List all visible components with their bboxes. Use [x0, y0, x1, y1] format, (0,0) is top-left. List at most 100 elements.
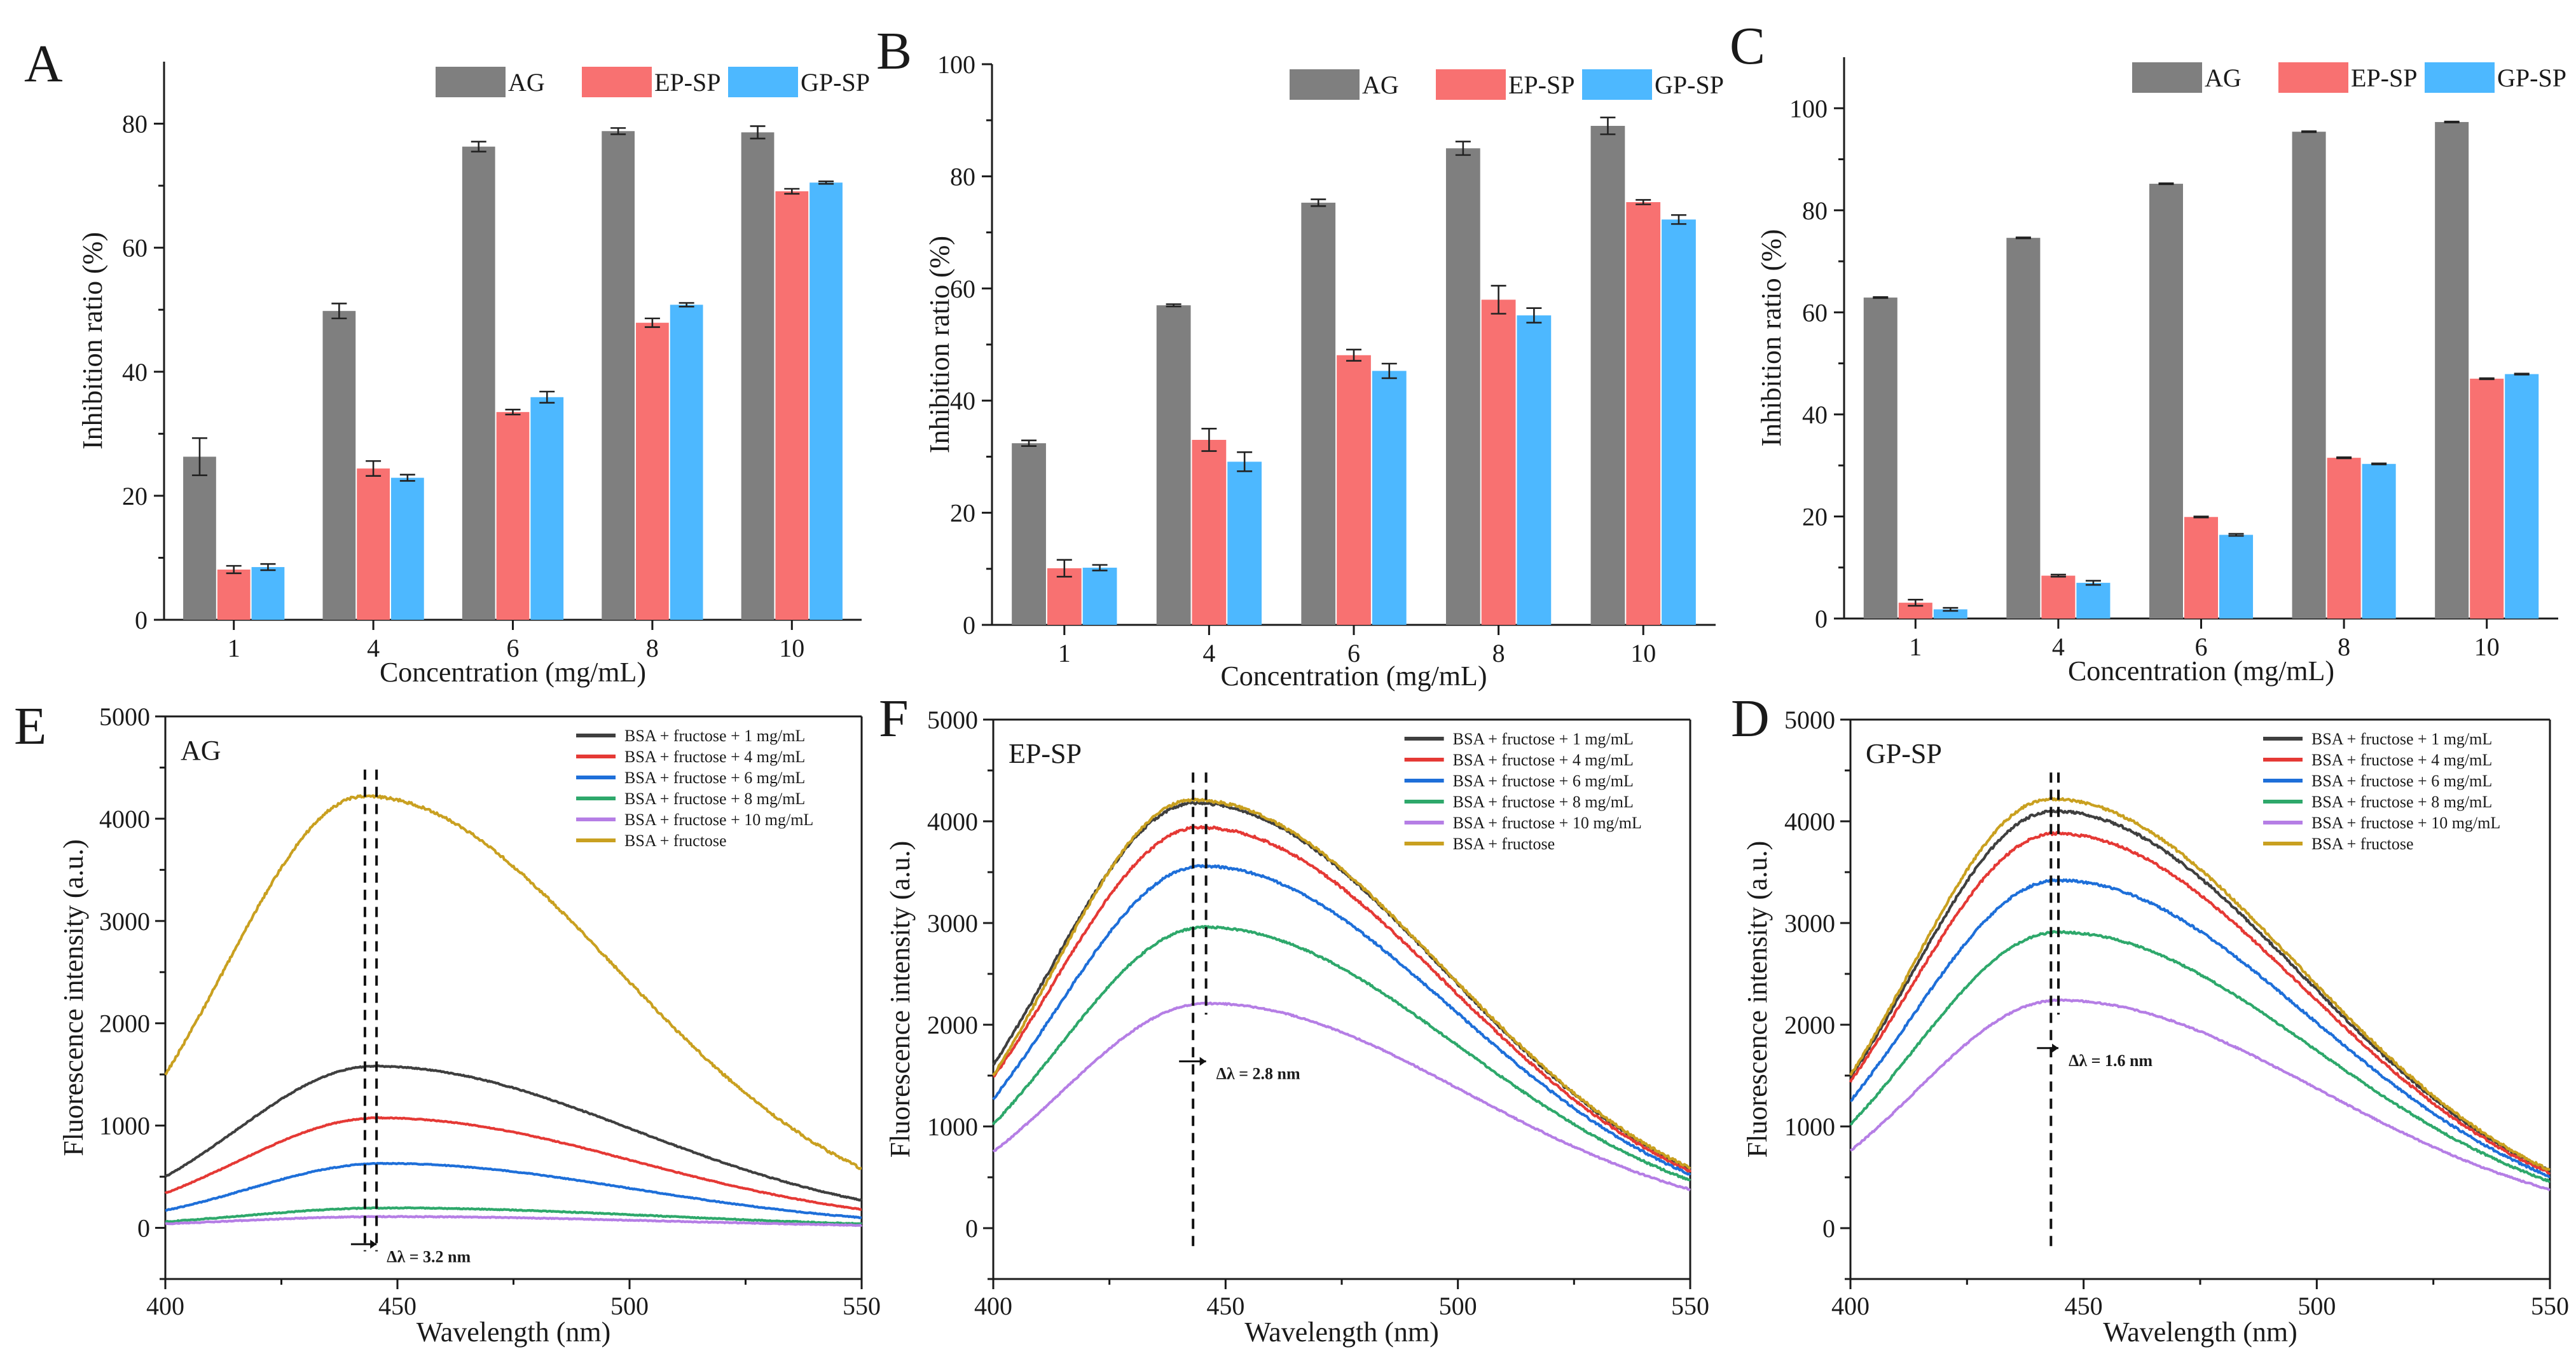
- x-tick-label: 10: [2474, 633, 2500, 661]
- bar-ag-4: [322, 311, 356, 620]
- shift-arrowhead: [370, 1240, 377, 1249]
- x-tick-label: 500: [1439, 1292, 1477, 1320]
- y-tick-label: 4000: [927, 807, 978, 836]
- panel-letter: A: [24, 34, 63, 93]
- line-chart-D: 0 1000 2000 3000 4000 5000 400 450 500 550 Δλ = 1.…: [1731, 689, 2569, 1348]
- series-line-4: [992, 925, 1691, 1182]
- bar-ep-sp-10: [1626, 202, 1661, 625]
- y-tick-label: 0: [965, 1214, 978, 1243]
- legend-label: EP-SP: [2351, 64, 2418, 92]
- bar-gp-sp-8: [670, 304, 703, 620]
- x-axis-title: Wavelength (nm): [2103, 1317, 2297, 1348]
- bar-ep-sp-1: [1047, 568, 1082, 625]
- legend-label: AG: [508, 68, 545, 97]
- x-tick-label: 400: [974, 1292, 1012, 1320]
- legend-label: AG: [2205, 64, 2242, 92]
- x-tick-label: 4: [2052, 633, 2065, 661]
- series-line-6: [992, 797, 1691, 1170]
- y-tick-label: 1000: [99, 1112, 150, 1140]
- bar-gp-sp-6: [2219, 535, 2254, 619]
- series-line-4: [165, 1206, 863, 1226]
- y-axis-title: Inhibition ratio (%): [924, 236, 955, 453]
- legend-label: BSA + fructose + 8 mg/mL: [1453, 793, 1634, 811]
- shift-arrowhead: [1199, 1057, 1206, 1066]
- legend-label: BSA + fructose + 6 mg/mL: [1453, 772, 1634, 790]
- x-tick-label: 450: [2065, 1292, 2103, 1320]
- legend-label: AG: [1362, 71, 1399, 99]
- bar-ep-sp-8: [636, 322, 669, 620]
- legend-label: GP-SP: [1655, 71, 1724, 99]
- bar-gp-sp-1: [251, 567, 285, 620]
- shift-annotation: Δλ = 3.2 nm: [387, 1247, 471, 1266]
- y-tick-label: 20: [950, 499, 975, 528]
- y-tick-label: 2000: [99, 1009, 150, 1038]
- y-tick-label: 60: [122, 234, 148, 263]
- y-axis-title: Inhibition ratio (%): [77, 232, 108, 449]
- series-line-1: [1849, 809, 2551, 1173]
- shift-annotation: Δλ = 2.8 nm: [1216, 1065, 1300, 1083]
- series-line-3: [1850, 878, 2551, 1179]
- legend-label: BSA + fructose + 4 mg/mL: [1453, 751, 1634, 769]
- y-tick-label: 20: [1802, 502, 1828, 531]
- bar-ag-6: [1301, 202, 1336, 625]
- y-tick-label: 3000: [99, 907, 150, 936]
- y-tick-label: 3000: [1784, 909, 1835, 938]
- legend-label: BSA + fructose + 4 mg/mL: [624, 748, 805, 766]
- bar-ag-4: [2006, 238, 2041, 619]
- bar-ag-1: [183, 456, 216, 620]
- series-line-2: [164, 1116, 862, 1211]
- x-tick-label: 1: [228, 634, 240, 662]
- legend-label: BSA + fructose: [2311, 835, 2414, 853]
- x-tick-label: 400: [146, 1292, 184, 1320]
- shift-arrowhead: [2052, 1043, 2059, 1053]
- bar-ep-sp-4: [357, 468, 390, 620]
- panel-title: GP-SP: [1866, 738, 1942, 769]
- y-tick-label: 3000: [927, 909, 978, 938]
- x-tick-label: 450: [378, 1292, 417, 1320]
- series-line-2: [993, 824, 1691, 1173]
- bar-ep-sp-1: [217, 569, 251, 620]
- y-tick-label: 40: [122, 358, 148, 386]
- x-tick-label: 550: [2531, 1292, 2569, 1320]
- y-axis-title: Fluorescence intensity (a.u.): [58, 839, 89, 1156]
- panel-letter: D: [1731, 689, 1770, 748]
- bar-ep-sp-8: [2327, 458, 2361, 619]
- x-tick-label: 1: [1909, 633, 1922, 661]
- bar-ep-sp-6: [2184, 517, 2219, 619]
- y-tick-label: 40: [950, 386, 975, 415]
- y-tick-label: 4000: [1784, 807, 1835, 836]
- bar-gp-sp-6: [530, 397, 564, 620]
- bar-ag-10: [2435, 121, 2469, 619]
- bar-ag-8: [602, 131, 635, 620]
- x-tick-label: 8: [1492, 639, 1505, 667]
- panel-letter: C: [1730, 17, 1765, 76]
- panel-letter: F: [879, 689, 909, 748]
- series-line-1: [164, 1064, 863, 1202]
- y-tick-label: 2000: [1784, 1011, 1835, 1039]
- y-tick-label: 100: [937, 50, 975, 79]
- bar-gp-sp-10: [1662, 219, 1696, 626]
- y-tick-label: 60: [950, 275, 975, 303]
- x-tick-label: 6: [507, 634, 520, 662]
- legend-label: BSA + fructose + 10 mg/mL: [1453, 814, 1642, 832]
- y-tick-label: 100: [1789, 94, 1828, 123]
- x-axis-title: Wavelength (nm): [1244, 1317, 1439, 1348]
- legend-label: BSA + fructose: [1453, 835, 1555, 853]
- panel-title: AG: [181, 735, 221, 766]
- legend-swatch-gp-sp: [1582, 69, 1652, 100]
- series-line-2: [1849, 831, 2551, 1175]
- legend-label: BSA + fructose + 1 mg/mL: [2311, 730, 2492, 748]
- bar-chart-A: 0 20 40 60 80 1 4 6 8 10 Concentration (mg/mL) Inhi…: [24, 34, 870, 688]
- x-tick-label: 10: [1630, 639, 1656, 667]
- x-tick-label: 6: [2195, 633, 2208, 661]
- x-axis-title: Concentration (mg/mL): [2068, 655, 2334, 687]
- series-line-3: [992, 864, 1691, 1176]
- bar-ag-8: [2292, 132, 2326, 619]
- legend-label: BSA + fructose + 10 mg/mL: [2311, 814, 2500, 832]
- series-line-5: [992, 1001, 1691, 1192]
- y-tick-label: 5000: [1784, 706, 1835, 734]
- legend-label: EP-SP: [1508, 71, 1575, 99]
- legend-label: BSA + fructose + 1 mg/mL: [1453, 730, 1634, 748]
- x-tick-label: 550: [843, 1292, 881, 1320]
- bar-ep-sp-10: [775, 191, 809, 620]
